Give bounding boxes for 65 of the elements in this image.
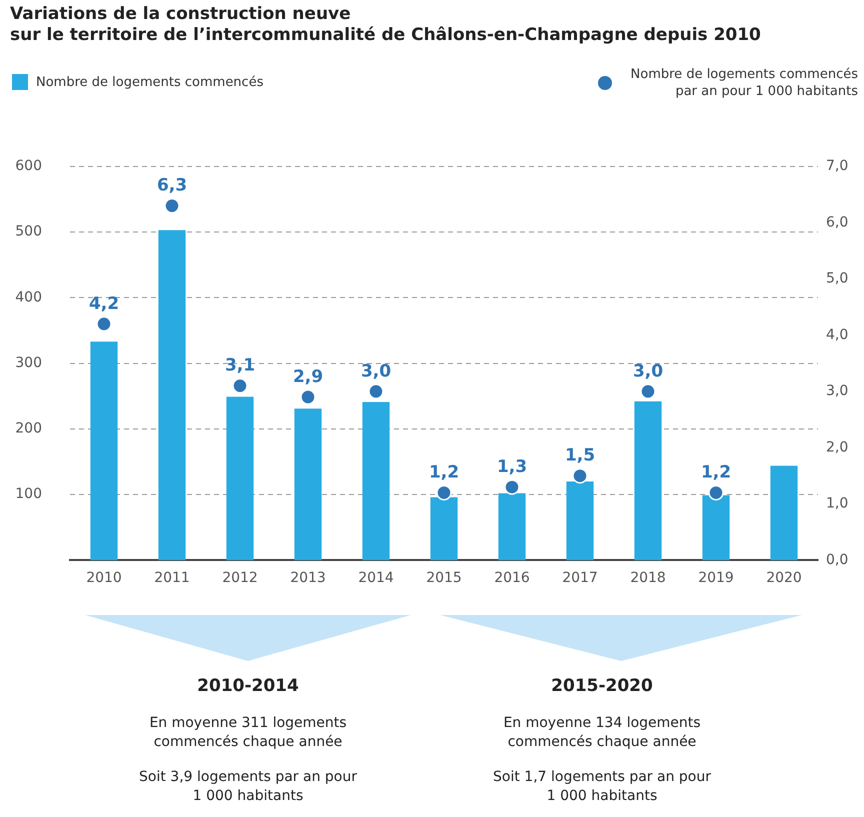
data-label: 1,3 (496, 456, 528, 477)
data-label: 1,5 (564, 446, 596, 466)
y2-tick-label: 1,0 (826, 496, 848, 512)
point (96, 316, 112, 332)
y2-tick-label: 0,0 (826, 552, 848, 568)
point (504, 479, 520, 495)
bar (362, 402, 390, 560)
legend-label: Nombre de logements commencés (36, 74, 264, 90)
point (436, 484, 452, 500)
bar (226, 396, 254, 560)
data-label: 2,9 (292, 366, 324, 387)
point (572, 468, 588, 484)
x-tick-label: 2018 (630, 570, 666, 586)
point (300, 389, 316, 405)
text: En moyenne 134 logements commencés chaque année (502, 714, 702, 752)
text: En moyenne 311 logements commencés chaque année (148, 714, 348, 752)
y-tick-label: 300 (15, 354, 42, 371)
data-label: 4,2 (88, 294, 120, 314)
bar (90, 342, 118, 560)
text: 2015-2020 (550, 676, 654, 696)
data-label: 1,2 (700, 462, 732, 483)
text: Soit 3,9 logements par an pour 1 000 habitants (138, 768, 358, 806)
text: Soit 1,7 logements par an pour 1 000 habitants (492, 768, 712, 806)
y2-tick-label: 7,0 (826, 158, 848, 174)
x-tick-label: 2013 (290, 570, 326, 586)
bar (566, 481, 594, 560)
y2-tick-label: 5,0 (826, 270, 848, 287)
bar (430, 497, 458, 560)
x-tick-label: 2014 (358, 570, 394, 586)
x-tick-label: 2010 (86, 570, 122, 586)
point (640, 384, 656, 400)
bar (158, 230, 186, 560)
y-tick-label: 100 (15, 486, 42, 502)
point (708, 484, 724, 500)
bar (634, 401, 662, 560)
chart-title: Variations de la construction neuve sur le territoire de l’intercommunalité de Châlons-en-Champagne depuis 2010 (10, 4, 761, 46)
y-tick-label: 500 (15, 224, 42, 240)
point (164, 198, 180, 214)
y-tick-label: 600 (15, 158, 42, 174)
bar (294, 408, 322, 560)
y-tick-label: 400 (15, 289, 42, 306)
x-tick-label: 2019 (698, 570, 734, 586)
x-tick-label: 2017 (562, 570, 598, 586)
data-label: 3,0 (632, 361, 664, 382)
data-label: 1,2 (428, 462, 460, 483)
y2-tick-label: 4,0 (826, 326, 848, 343)
y2-tick-label: 6,0 (826, 214, 848, 230)
legend-label: Nombre de logements commencés par an pour 1 000 habitants (630, 66, 858, 100)
data-label: 3,0 (360, 361, 392, 382)
y2-tick-label: 3,0 (826, 383, 848, 400)
bar (498, 493, 526, 560)
x-tick-label: 2016 (494, 570, 530, 586)
y-tick-label: 200 (15, 420, 42, 437)
bar (770, 466, 798, 560)
bar (702, 495, 730, 560)
x-tick-label: 2012 (222, 570, 258, 586)
data-label: 6,3 (156, 176, 188, 196)
x-tick-label: 2011 (154, 570, 190, 586)
point (232, 378, 248, 394)
data-label: 3,1 (224, 356, 256, 376)
y2-tick-label: 2,0 (826, 439, 848, 456)
x-tick-label: 2015 (426, 570, 462, 586)
point (368, 384, 384, 400)
text: 2010-2014 (196, 676, 300, 696)
x-tick-label: 2020 (766, 570, 802, 586)
